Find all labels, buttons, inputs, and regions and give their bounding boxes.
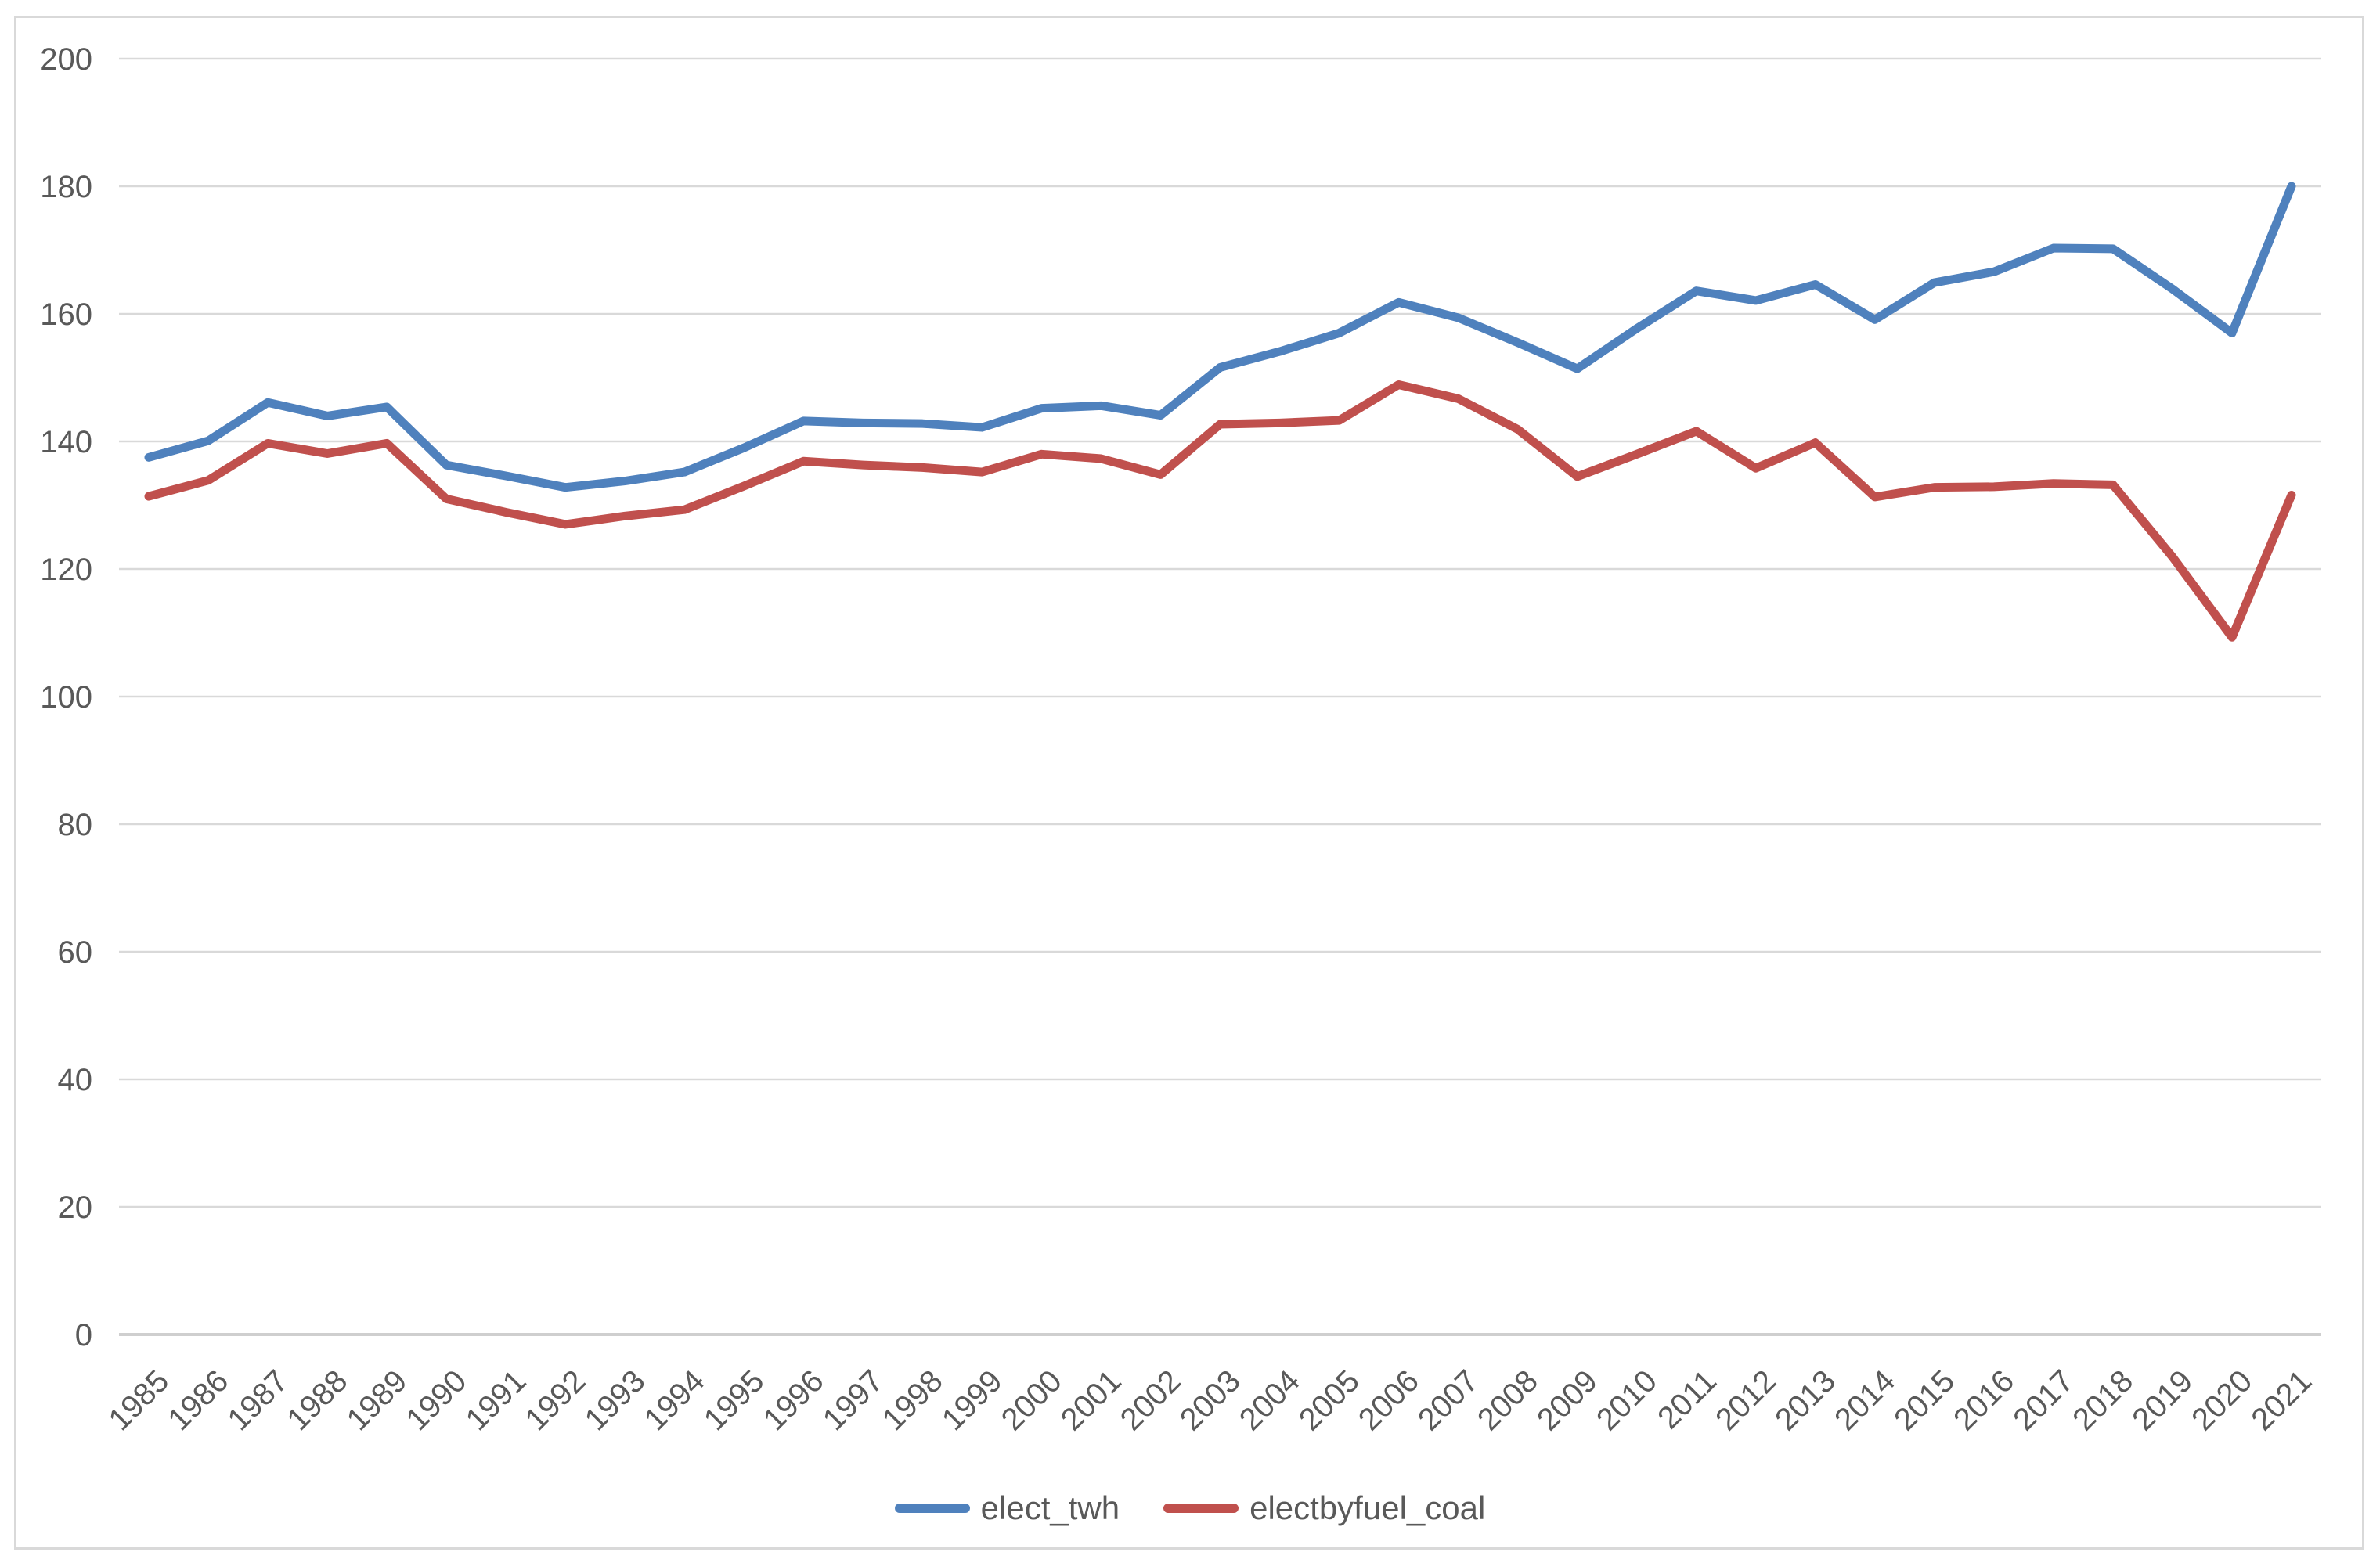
x-tick-label: 2011 [1651, 1363, 1723, 1435]
x-tick-label: 1991 [460, 1363, 533, 1437]
x-tick-label: 2004 [1233, 1363, 1307, 1437]
x-tick-label: 1999 [936, 1363, 1009, 1437]
x-tick-label: 1994 [638, 1363, 712, 1437]
elect-twh-line-swatch-icon [894, 1504, 970, 1513]
x-tick-label: 2001 [1055, 1363, 1128, 1437]
x-tick-label: 2020 [2185, 1363, 2259, 1437]
y-tick-label: 20 [58, 1190, 93, 1225]
x-tick-label: 2013 [1769, 1363, 1842, 1437]
y-axis-labels-group: 0 20 40 60 80 100 120 140 160 180 200 [40, 42, 92, 1352]
electbyfuel-coal-line-swatch-icon [1163, 1504, 1239, 1513]
gridlines-group [119, 57, 2321, 1336]
x-tick-label: 2015 [1888, 1363, 1961, 1437]
y-tick-label: 60 [58, 935, 93, 970]
x-tick-label: 2005 [1293, 1363, 1366, 1437]
x-tick-label: 2017 [2007, 1363, 2080, 1437]
legend-item-electbyfuel-coal: electbyfuel_coal [1163, 1492, 1485, 1525]
y-tick-label: 80 [58, 808, 93, 842]
y-tick-label: 140 [40, 425, 92, 459]
x-tick-label: 2012 [1709, 1363, 1783, 1437]
x-tick-label: 1988 [280, 1363, 354, 1437]
legend: elect_twh electbyfuel_coal [0, 1492, 2380, 1525]
y-tick-label: 180 [40, 170, 92, 204]
legend-label-elect-twh: elect_twh [980, 1489, 1120, 1526]
y-tick-label: 160 [40, 297, 92, 332]
series-line-electbyfuel_coal [144, 380, 2296, 642]
x-tick-label: 2021 [2245, 1363, 2318, 1437]
x-tick-label: 1987 [221, 1363, 294, 1437]
legend-label-electbyfuel-coal: electbyfuel_coal [1250, 1489, 1486, 1526]
y-tick-label: 0 [75, 1318, 92, 1352]
x-tick-label: 2010 [1590, 1363, 1664, 1437]
y-tick-label: 100 [40, 680, 92, 715]
series-line-elect_twh [144, 182, 2296, 492]
x-tick-label: 2000 [995, 1363, 1069, 1437]
x-tick-label: 2006 [1352, 1363, 1426, 1437]
x-tick-label: 1993 [579, 1363, 652, 1437]
x-tick-label: 2016 [1947, 1363, 2021, 1437]
x-tick-label: 1985 [102, 1363, 175, 1437]
x-axis-labels-group: 1985198619871988198919901991199219931994… [102, 1363, 2318, 1437]
x-tick-label: 1995 [698, 1363, 771, 1437]
x-tick-label: 2008 [1471, 1363, 1545, 1437]
x-tick-label: 1992 [519, 1363, 593, 1437]
x-tick-label: 2014 [1828, 1363, 1902, 1437]
x-tick-label: 1986 [161, 1363, 235, 1437]
x-tick-label: 2018 [2066, 1363, 2140, 1437]
x-tick-label: 2019 [2126, 1363, 2199, 1437]
x-tick-label: 1989 [340, 1363, 413, 1437]
x-tick-label: 2003 [1174, 1363, 1247, 1437]
series-lines-group [144, 182, 2296, 642]
x-tick-label: 1996 [757, 1363, 831, 1437]
x-tick-label: 2009 [1531, 1363, 1604, 1437]
y-tick-label: 120 [40, 553, 92, 587]
x-tick-label: 1997 [817, 1363, 890, 1437]
legend-item-elect-twh: elect_twh [894, 1489, 1120, 1526]
y-tick-label: 40 [58, 1063, 93, 1097]
y-tick-label: 200 [40, 42, 92, 77]
x-tick-label: 1998 [876, 1363, 950, 1437]
x-tick-label: 1990 [399, 1363, 473, 1437]
x-tick-label: 2007 [1412, 1363, 1485, 1437]
x-tick-label: 2002 [1114, 1363, 1188, 1437]
